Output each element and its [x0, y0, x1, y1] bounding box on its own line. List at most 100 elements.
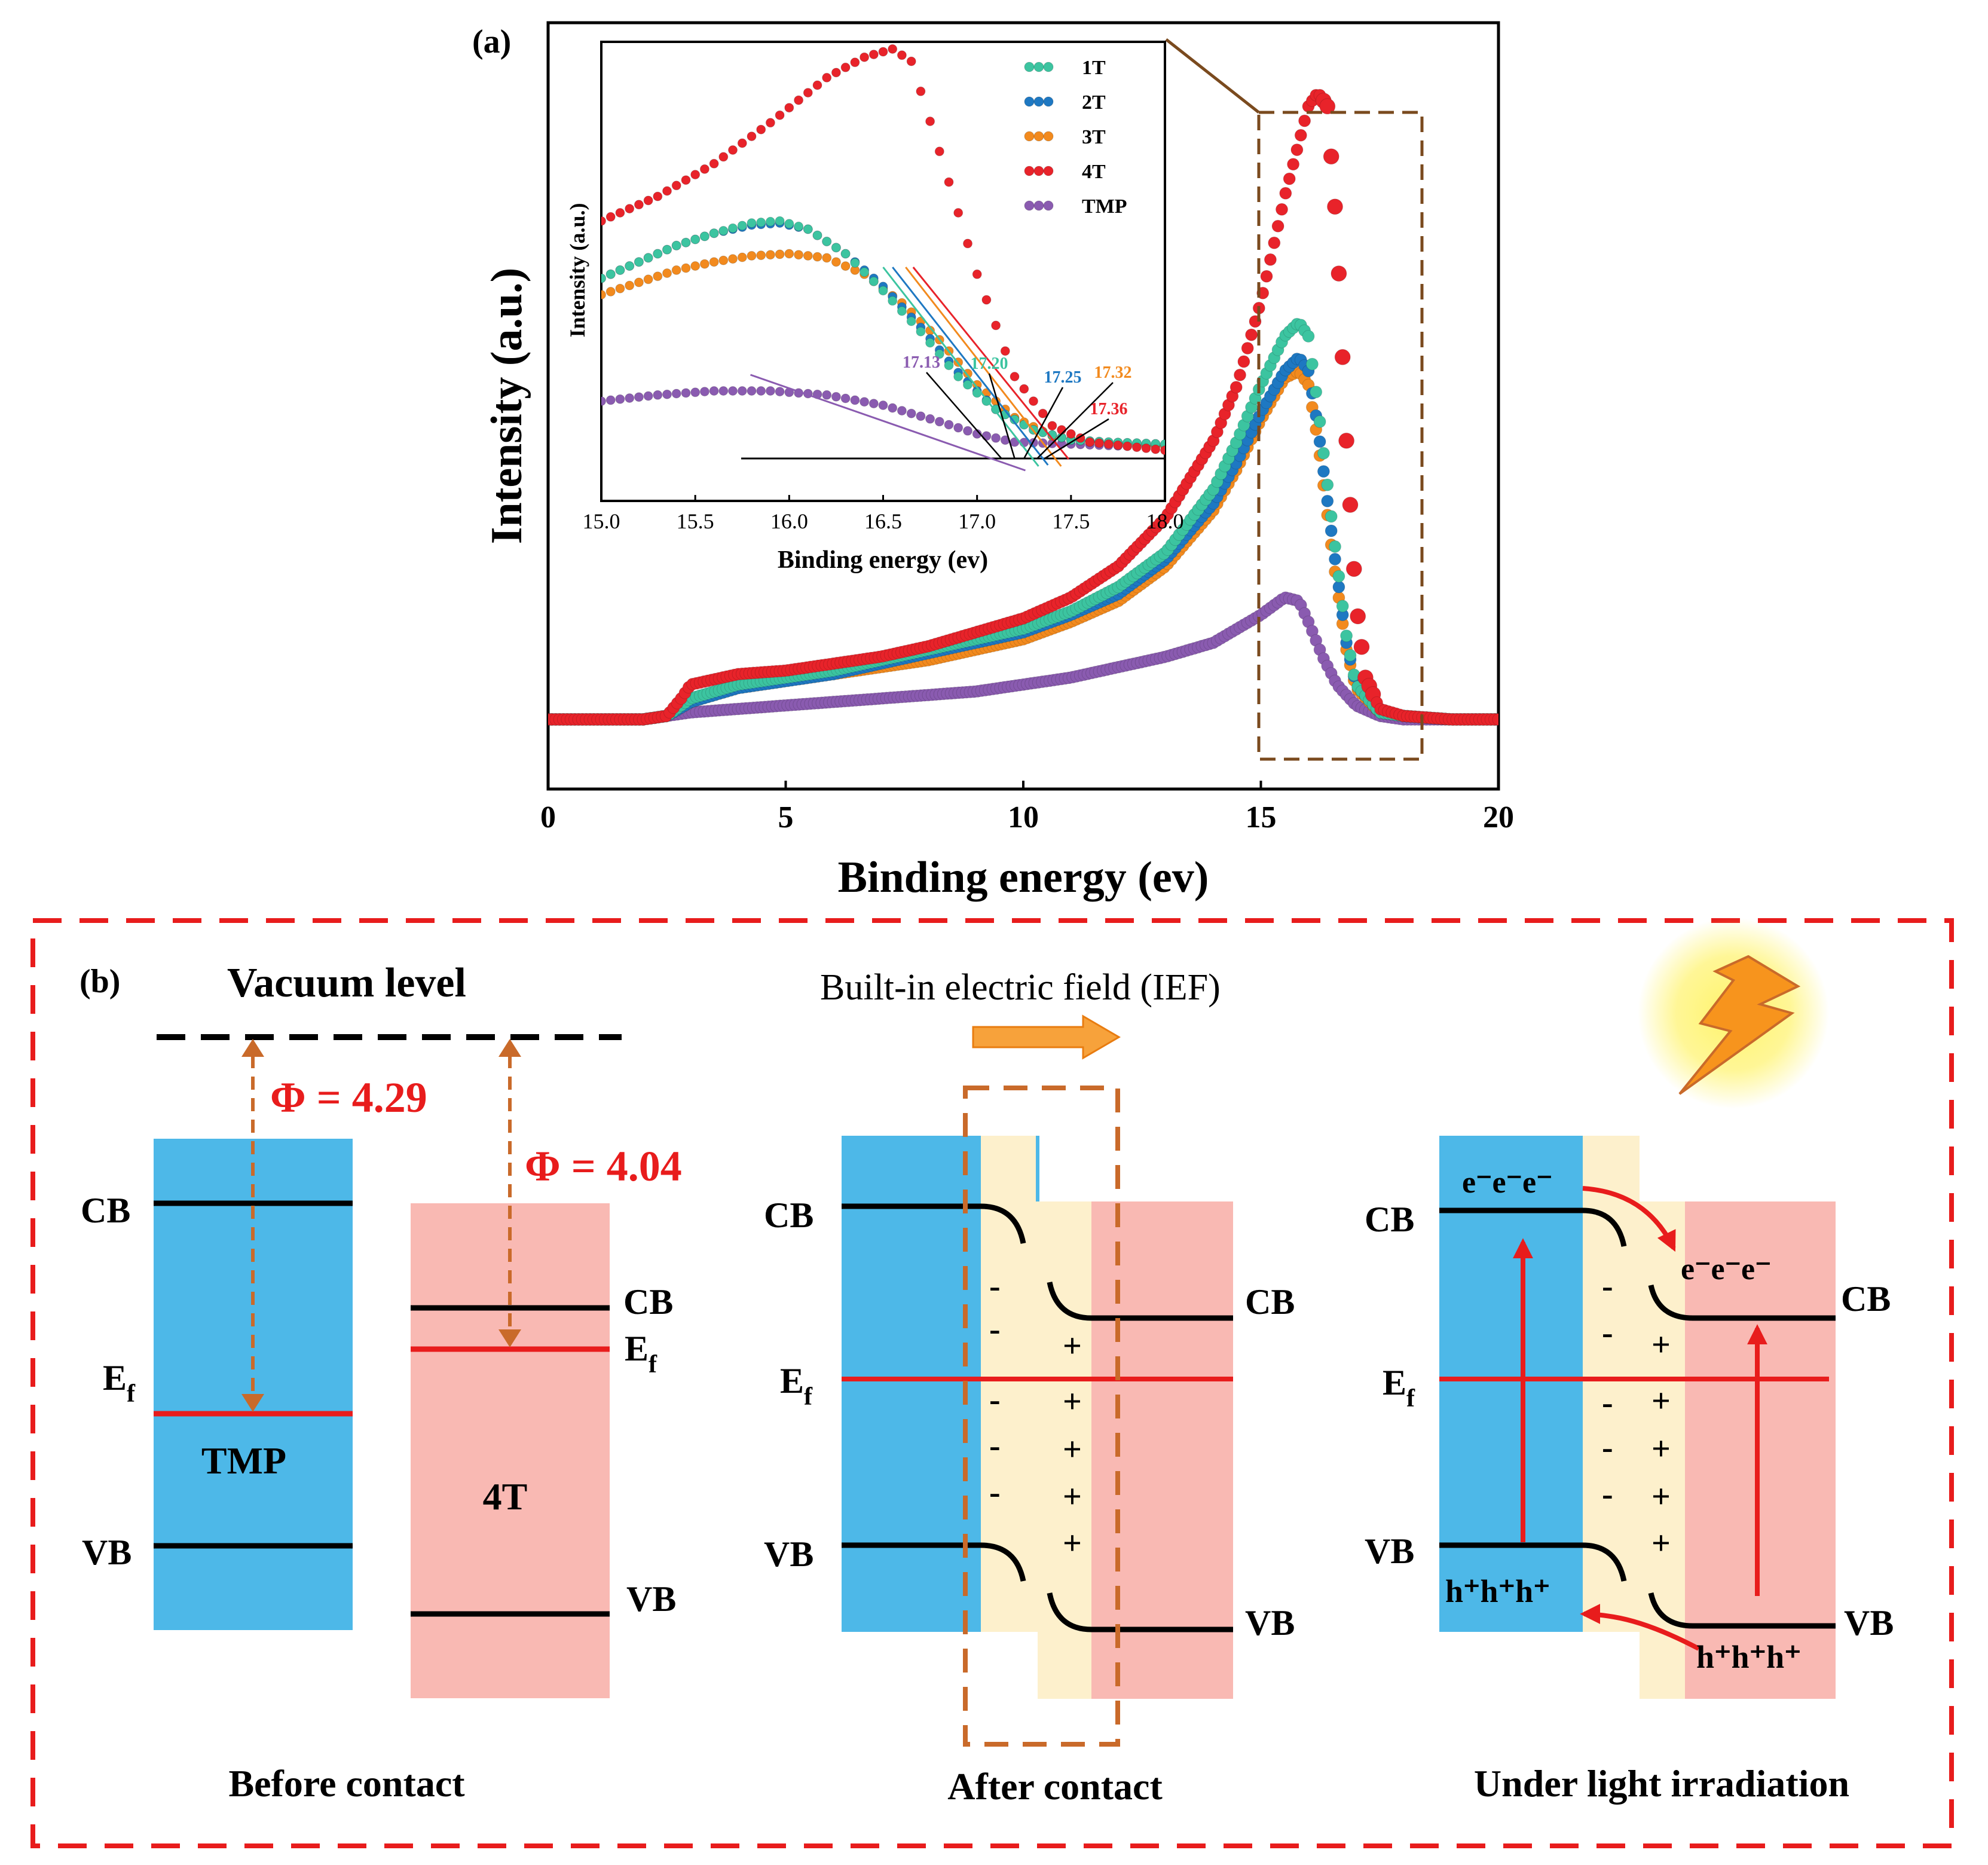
charge-plus: +: [1651, 1326, 1671, 1363]
after-cb-right-label: CB: [1245, 1282, 1295, 1322]
charge-plus: +: [1063, 1383, 1082, 1420]
inset-point-4T: [718, 152, 729, 162]
main-point-1T: [1325, 510, 1338, 523]
inset-point-4T: [775, 110, 785, 120]
legend-label: 4T: [1082, 161, 1106, 183]
inset-point-TMP: [625, 393, 635, 403]
inset-point-1T: [709, 228, 719, 239]
inset-point-4T: [653, 191, 663, 201]
t4-vb-label: VB: [626, 1579, 676, 1619]
inset-point-TMP: [888, 403, 898, 413]
inset-point-4T: [1038, 408, 1048, 418]
inset-point-4T: [737, 138, 747, 148]
inset-point-TMP: [747, 386, 757, 396]
main-point-4T: [1283, 172, 1296, 185]
legend-marker: [1043, 62, 1054, 72]
inset-point-1T: [953, 372, 964, 381]
after-vb-right-label: VB: [1245, 1603, 1295, 1643]
inset-point-TMP: [728, 386, 738, 396]
inset-point-4T: [822, 72, 832, 82]
charge-plus: +: [1651, 1430, 1671, 1467]
inset-point-3T: [671, 265, 681, 275]
main-x-tick-label: 10: [1008, 800, 1039, 834]
tangent-1T: [882, 267, 1039, 467]
inset-series-layer: [601, 44, 1165, 455]
panel-b: (b) Vacuum level Φ = 4.29 Φ = 4.04 CB E: [30, 918, 1954, 1848]
main-point-4T: [1229, 381, 1243, 394]
main-point-4T: [1345, 561, 1362, 577]
legend-marker: [1024, 131, 1035, 142]
inset-point-1T: [794, 221, 804, 231]
phi-tmp-arrowhead-up: [241, 1039, 264, 1057]
light-tmp-cb-line: [1439, 1207, 1627, 1247]
inset-point-1T: [747, 218, 757, 228]
inset-point-3T: [681, 263, 691, 273]
legend-marker: [1043, 131, 1054, 142]
main-point-4T: [1350, 608, 1366, 625]
inset-point-1T: [662, 244, 672, 255]
main-point-2T: [1325, 524, 1338, 537]
inset-point-TMP: [699, 387, 709, 397]
after-tmp-vb-line: [842, 1542, 1026, 1582]
main-point-1T: [1321, 478, 1334, 491]
inset-point-3T: [747, 250, 757, 261]
inset-x-axis-label: Binding energy (ev): [778, 546, 988, 574]
inset-point-TMP: [775, 387, 785, 397]
inset-point-4T: [1019, 384, 1029, 394]
inset-x-axis: 15.0 15.5 16.0 16.5 17.0 17.5 18.0: [583, 495, 1184, 533]
legend-label: 3T: [1082, 126, 1106, 148]
main-point-4T: [1237, 355, 1250, 368]
light-t4-block: [1685, 1201, 1836, 1699]
main-point-1T: [1336, 600, 1349, 613]
inset-point-1T: [756, 218, 766, 227]
main-point-1T: [1317, 447, 1330, 460]
inset-point-4T: [643, 195, 653, 206]
inset-point-TMP: [822, 390, 832, 400]
inset-point-4T: [605, 212, 616, 222]
main-point-4T: [1342, 497, 1359, 513]
inset-point-1T: [775, 216, 785, 226]
inset-point-4T: [1094, 438, 1104, 448]
inset-point-3T: [634, 277, 644, 288]
main-point-4T: [1271, 219, 1284, 233]
inset-point-4T: [1000, 346, 1010, 356]
inset-point-TMP: [981, 431, 992, 441]
inset-point-1T: [605, 269, 616, 279]
main-point-1T: [1310, 386, 1323, 399]
inset-point-4T: [831, 68, 841, 78]
inset-point-1T: [840, 249, 851, 259]
holes-4t: h⁺h⁺h⁺: [1696, 1639, 1802, 1675]
tmp-ef-label: Ef: [103, 1358, 136, 1408]
main-x-axis-label: Binding energy (ev): [838, 853, 1209, 902]
legend-marker: [1043, 96, 1054, 107]
inset-point-1T: [601, 273, 606, 283]
main-point-4T: [1279, 186, 1292, 200]
inset-point-1T: [897, 306, 907, 316]
inset-point-3T: [765, 250, 775, 260]
main-point-4T: [1319, 98, 1336, 115]
main-point-4T: [1331, 265, 1347, 282]
inset-y-axis-label: Intensity (a.u.): [565, 203, 589, 337]
legend-item-TMP: TMP: [1024, 195, 1127, 218]
inset-point-4T: [794, 95, 804, 105]
charge-plus: +: [1651, 1383, 1671, 1420]
inset-point-4T: [1047, 421, 1057, 431]
inset-point-4T: [1010, 372, 1020, 381]
inset-point-4T: [868, 50, 879, 60]
inset-point-1T: [850, 258, 860, 268]
main-point-1T: [1305, 357, 1319, 371]
before-contact-diagram: Φ = 4.29 Φ = 4.04 CB Ef VB TMP CB Ef VB …: [81, 1039, 682, 1805]
inset-point-3T: [718, 255, 729, 265]
inset-point-1T: [737, 221, 747, 231]
legend-label: 1T: [1082, 57, 1106, 79]
inset-legend: 1T 2T 3T 4T TMP: [1024, 57, 1127, 218]
inset-point-TMP: [643, 391, 653, 401]
inset-point-4T: [897, 50, 907, 60]
inset-point-1T: [831, 243, 841, 253]
main-x-tick-label: 20: [1483, 800, 1514, 834]
inset-point-1T: [643, 253, 653, 263]
inset-point-3T: [840, 261, 851, 271]
main-point-4T: [1298, 114, 1311, 127]
main-point-4T: [1241, 342, 1254, 354]
